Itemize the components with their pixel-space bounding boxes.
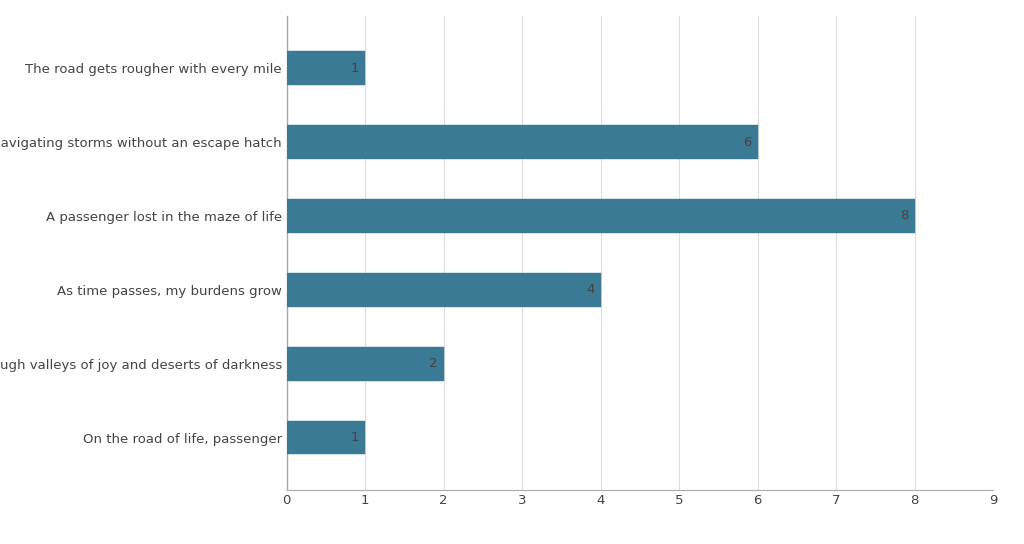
Bar xyxy=(287,126,758,159)
Bar xyxy=(287,421,366,454)
Bar xyxy=(287,52,366,85)
Text: 8: 8 xyxy=(900,209,908,222)
Bar xyxy=(287,347,443,380)
Text: 2: 2 xyxy=(429,357,437,370)
Bar xyxy=(287,273,601,307)
Bar xyxy=(287,199,914,233)
Text: 6: 6 xyxy=(743,135,752,149)
Text: 4: 4 xyxy=(586,283,595,296)
Text: 1: 1 xyxy=(350,431,359,444)
Text: 1: 1 xyxy=(350,61,359,75)
